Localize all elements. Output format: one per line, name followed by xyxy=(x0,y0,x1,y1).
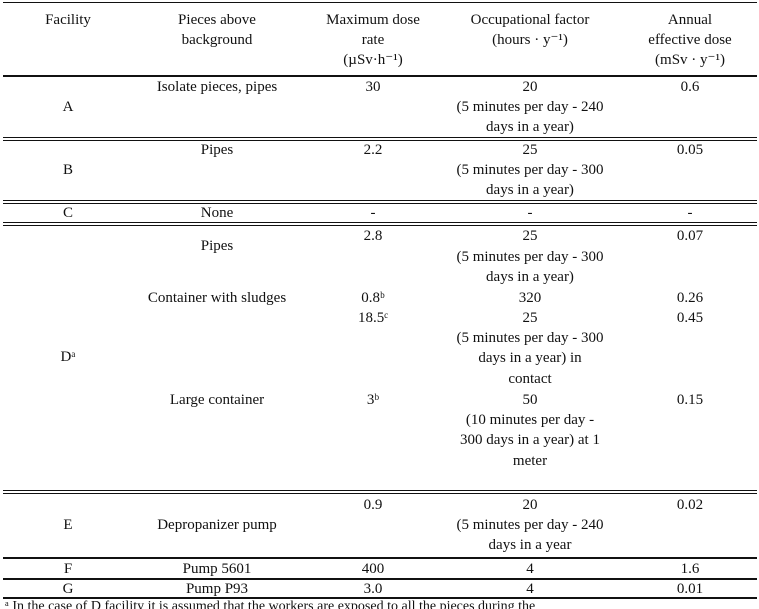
table-cell: 50 xyxy=(522,392,538,408)
header-cell: Occupational factor xyxy=(470,12,590,28)
table-cell: Container with sludges xyxy=(147,290,287,306)
table-cell: 3ᵇ xyxy=(366,392,380,408)
table-cell: B xyxy=(62,162,74,178)
table-cell: days in a year) xyxy=(486,119,574,135)
table-cell: 0.6 xyxy=(680,79,700,95)
header-cell: effective dose xyxy=(648,32,732,48)
table-cell: - xyxy=(370,205,376,221)
header-cell: (hours · y⁻¹) xyxy=(492,32,568,48)
header-cell: (mSv · y⁻¹) xyxy=(655,52,725,68)
table-cell: 320 xyxy=(518,290,542,306)
rule xyxy=(3,137,757,138)
table-cell: G xyxy=(62,581,74,597)
header-cell: background xyxy=(181,32,253,48)
table-cell: (5 minutes per day - 300 xyxy=(456,330,604,346)
table-cell: days in a year) in xyxy=(478,350,582,366)
table-cell: (5 minutes per day - 300 xyxy=(456,249,604,265)
table-cell: 20 xyxy=(522,497,538,513)
table-cell: (5 minutes per day - 240 xyxy=(456,99,604,115)
table-cell: days in a year xyxy=(488,537,572,553)
table-cell: C xyxy=(62,205,74,221)
table-cell: Dᵃ xyxy=(60,349,76,365)
header-cell: rate xyxy=(361,32,385,48)
table-cell: E xyxy=(63,517,73,533)
rule xyxy=(3,597,757,599)
table-cell: 0.02 xyxy=(676,497,704,513)
table-cell: meter xyxy=(512,453,548,469)
table-cell: 0.07 xyxy=(676,228,704,244)
table-cell: 0.45 xyxy=(676,310,704,326)
table-cell: 30 xyxy=(365,79,381,95)
table-cell: 0.15 xyxy=(676,392,704,408)
rule xyxy=(3,75,757,77)
table-cell: 25 xyxy=(522,142,538,158)
rule xyxy=(3,2,757,3)
table-cell: 0.01 xyxy=(676,581,704,597)
table-cell: - xyxy=(687,205,693,221)
rule xyxy=(3,140,757,141)
table-cell: Depropanizer pump xyxy=(157,517,277,533)
rule xyxy=(3,203,757,204)
table-cell: 4 xyxy=(526,581,534,597)
header-cell: Maximum dose xyxy=(326,12,420,28)
table-cell: A xyxy=(62,99,74,115)
table-cell: - xyxy=(527,205,533,221)
table-cell: 0.26 xyxy=(676,290,704,306)
rule xyxy=(3,222,757,223)
table-cell: 4 xyxy=(526,561,534,577)
rule xyxy=(3,200,757,201)
header-cell: Pieces above xyxy=(178,12,256,28)
rule xyxy=(3,490,757,491)
table-cell: contact xyxy=(508,371,552,387)
table-cell: 2.8 xyxy=(363,228,383,244)
table-cell: 20 xyxy=(522,79,538,95)
table-cell: 1.6 xyxy=(680,561,700,577)
table-cell: Isolate pieces, pipes xyxy=(156,79,278,95)
header-cell: (µSv·h⁻¹) xyxy=(343,52,403,68)
table-cell: 0.9 xyxy=(363,497,383,513)
table-cell: Pipes xyxy=(200,238,234,254)
table-cell: (5 minutes per day - 300 xyxy=(456,162,604,178)
table-cell: 0.05 xyxy=(676,142,704,158)
rule xyxy=(3,578,757,580)
table-cell: Pump 5601 xyxy=(182,561,252,577)
table-cell: F xyxy=(63,561,73,577)
table-cell: 300 days in a year) at 1 xyxy=(460,432,600,448)
table-cell: None xyxy=(200,205,234,221)
table-cell: 0.8ᵇ xyxy=(361,290,385,306)
table-cell: 400 xyxy=(361,561,385,577)
rule xyxy=(3,493,757,494)
table-cell: Pump P93 xyxy=(185,581,249,597)
table-cell: days in a year) xyxy=(486,182,574,198)
table-cell: days in a year) xyxy=(486,269,574,285)
table-cell: (5 minutes per day - 240 xyxy=(456,517,604,533)
table-cell: 18.5ᶜ xyxy=(357,310,389,326)
table-cell: Large container xyxy=(169,392,265,408)
table-cell: 3.0 xyxy=(363,581,383,597)
table-cell: Pipes xyxy=(200,142,234,158)
rule xyxy=(3,557,757,559)
rule xyxy=(3,225,757,226)
header-cell: Annual xyxy=(667,12,713,28)
header-cell: Facility xyxy=(45,12,91,28)
table-cell: 2.2 xyxy=(363,142,383,158)
footnote: ᵃ In the case of D facility it is assume… xyxy=(5,599,536,609)
table-cell: 25 xyxy=(522,310,538,326)
table-cell: (10 minutes per day - xyxy=(465,412,595,428)
table-cell: 25 xyxy=(522,228,538,244)
